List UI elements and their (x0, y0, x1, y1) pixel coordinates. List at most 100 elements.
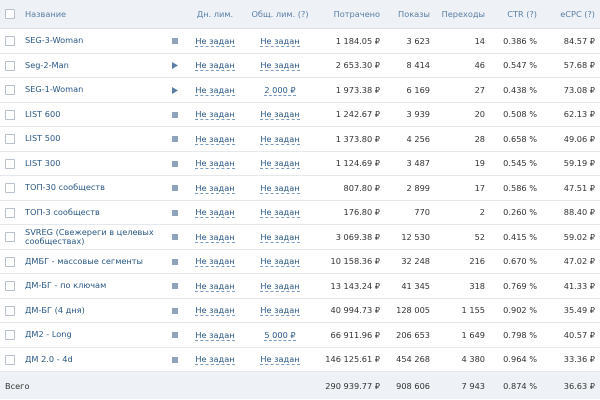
column-header[interactable]: Дн. лим. (185, 0, 245, 29)
limit-link[interactable]: Не задан (195, 256, 235, 268)
campaign-row: SEG-3-Woman Не задан Не задан 1 184.05 ₽3 6… (0, 28, 600, 54)
pause-icon[interactable] (172, 111, 178, 118)
checkbox[interactable] (5, 305, 15, 316)
campaign-row: LIST 600 Не задан Не задан 1 242.67 ₽3 939 2… (0, 102, 600, 127)
stat-cell: 10 158.36 ₽ (315, 249, 385, 274)
limit-link[interactable]: Не задан (260, 35, 300, 47)
status-icon-cell (165, 298, 185, 323)
pause-icon[interactable] (172, 160, 178, 167)
checkbox[interactable] (5, 354, 15, 365)
limit-link[interactable]: Не задан (260, 256, 300, 268)
checkbox-cell (0, 273, 20, 299)
limit-link[interactable]: Не задан (195, 354, 235, 366)
pause-icon[interactable] (172, 356, 178, 363)
checkbox[interactable] (5, 60, 15, 71)
campaign-name[interactable]: LIST 500 (20, 126, 165, 152)
stat-cell: 454 268 (385, 347, 435, 372)
campaign-name[interactable]: ДМ-БГ (4 дня) (20, 298, 165, 323)
limit-link[interactable]: Не задан (260, 133, 300, 145)
limit-link[interactable]: Не задан (260, 354, 300, 366)
limit-link[interactable]: Не задан (195, 231, 235, 243)
pause-icon[interactable] (172, 185, 178, 192)
checkbox[interactable] (5, 232, 15, 242)
column-header[interactable]: Потрачено (315, 0, 385, 29)
header-row: Название Дн. лим. Общ. лим. (?) Потрачено По… (0, 0, 600, 29)
limit-link[interactable]: Не задан (195, 84, 235, 96)
limit-link[interactable]: Не задан (195, 182, 235, 194)
checkbox[interactable] (5, 330, 15, 340)
campaign-name[interactable]: Seg-2-Man (20, 53, 165, 78)
campaign-name[interactable]: ТОП-3 сообществ (20, 200, 165, 225)
campaign-name[interactable]: ДМ2 - Long (20, 322, 165, 348)
checkbox[interactable] (5, 85, 15, 95)
campaign-name[interactable]: ДМБГ - массовые сегменты (20, 249, 165, 274)
limit-link[interactable]: Не задан (195, 60, 235, 72)
limit-link[interactable]: Не задан (195, 133, 235, 145)
limit-link[interactable]: Не задан (260, 109, 300, 121)
checkbox[interactable] (5, 256, 15, 267)
checkbox[interactable] (5, 134, 15, 144)
stat-cell: 128 005 (385, 298, 435, 323)
pause-icon[interactable] (172, 332, 178, 339)
campaign-row: LIST 500 Не задан Не задан 1 373.80 ₽4 256 2… (0, 126, 600, 152)
limit-link[interactable]: Не задан (260, 280, 300, 292)
campaign-name[interactable]: SEG-3-Woman (20, 28, 165, 54)
limit-cell: Не задан (185, 273, 245, 299)
pause-icon[interactable] (172, 307, 178, 314)
limit-link[interactable]: Не задан (195, 207, 235, 219)
campaign-name[interactable]: ДМ-БГ - по ключам (20, 273, 165, 299)
checkbox[interactable] (5, 183, 15, 193)
campaign-name[interactable]: ТОП-30 сообществ (20, 175, 165, 201)
campaign-name[interactable]: LIST 300 (20, 151, 165, 176)
column-header[interactable]: Общ. лим. (?) (245, 0, 315, 29)
campaign-row: SVREG (Свежереги в целевых сообществах) Н… (0, 224, 600, 250)
campaign-name[interactable]: ДМ 2.0 - 4d (20, 347, 165, 372)
checkbox[interactable] (5, 109, 15, 120)
campaign-row: SEG-1-Woman Не задан 2 000 ₽ 1 973.38 ₽6 16… (0, 77, 600, 103)
limit-link[interactable]: Не задан (260, 158, 300, 170)
limit-cell: Не задан (185, 151, 245, 176)
stat-cell: 57.68 ₽ (542, 53, 600, 78)
checkbox[interactable] (5, 158, 15, 169)
checkbox-cell (0, 0, 20, 29)
column-header[interactable]: Название (20, 0, 165, 29)
limit-link[interactable]: Не задан (260, 207, 300, 219)
limit-link[interactable]: Не задан (195, 280, 235, 292)
campaign-name[interactable]: LIST 600 (20, 102, 165, 127)
checkbox[interactable] (5, 207, 15, 218)
limit-link[interactable]: Не задан (260, 60, 300, 72)
checkbox[interactable] (5, 9, 15, 20)
stat-cell: 14 (435, 28, 490, 54)
limit-link[interactable]: 5 000 ₽ (264, 329, 296, 341)
checkbox[interactable] (5, 36, 15, 46)
pause-icon[interactable] (172, 38, 178, 45)
pause-icon[interactable] (172, 234, 178, 241)
pause-icon[interactable] (172, 136, 178, 143)
column-header[interactable]: CTR (?) (490, 0, 542, 29)
limit-link[interactable]: Не задан (195, 305, 235, 317)
play-icon[interactable] (172, 86, 178, 94)
column-header[interactable]: eCPC (?) (542, 0, 600, 29)
limit-link[interactable]: Не задан (195, 35, 235, 47)
column-header[interactable]: Переходы (435, 0, 490, 29)
limit-link[interactable]: Не задан (260, 182, 300, 194)
play-icon[interactable] (172, 62, 178, 70)
limit-link[interactable]: 2 000 ₽ (264, 84, 296, 96)
limit-link[interactable]: Не задан (260, 231, 300, 243)
status-icon-cell (165, 28, 185, 54)
pause-icon[interactable] (172, 283, 178, 290)
column-header[interactable]: Показы (385, 0, 435, 29)
checkbox-cell (0, 126, 20, 152)
checkbox[interactable] (5, 281, 15, 291)
limit-link[interactable]: Не задан (195, 329, 235, 341)
pause-icon[interactable] (172, 258, 178, 265)
limit-link[interactable]: Не задан (260, 305, 300, 317)
campaign-name[interactable]: SVREG (Свежереги в целевых сообществах) (20, 224, 165, 250)
limit-link[interactable]: Не задан (195, 158, 235, 170)
stat-cell: 0.586 % (490, 175, 542, 201)
pause-icon[interactable] (172, 209, 178, 216)
limit-link[interactable]: Не задан (195, 109, 235, 121)
stat-cell: 12 530 (385, 224, 435, 250)
stat-cell: 1 155 (435, 298, 490, 323)
campaign-name[interactable]: SEG-1-Woman (20, 77, 165, 103)
